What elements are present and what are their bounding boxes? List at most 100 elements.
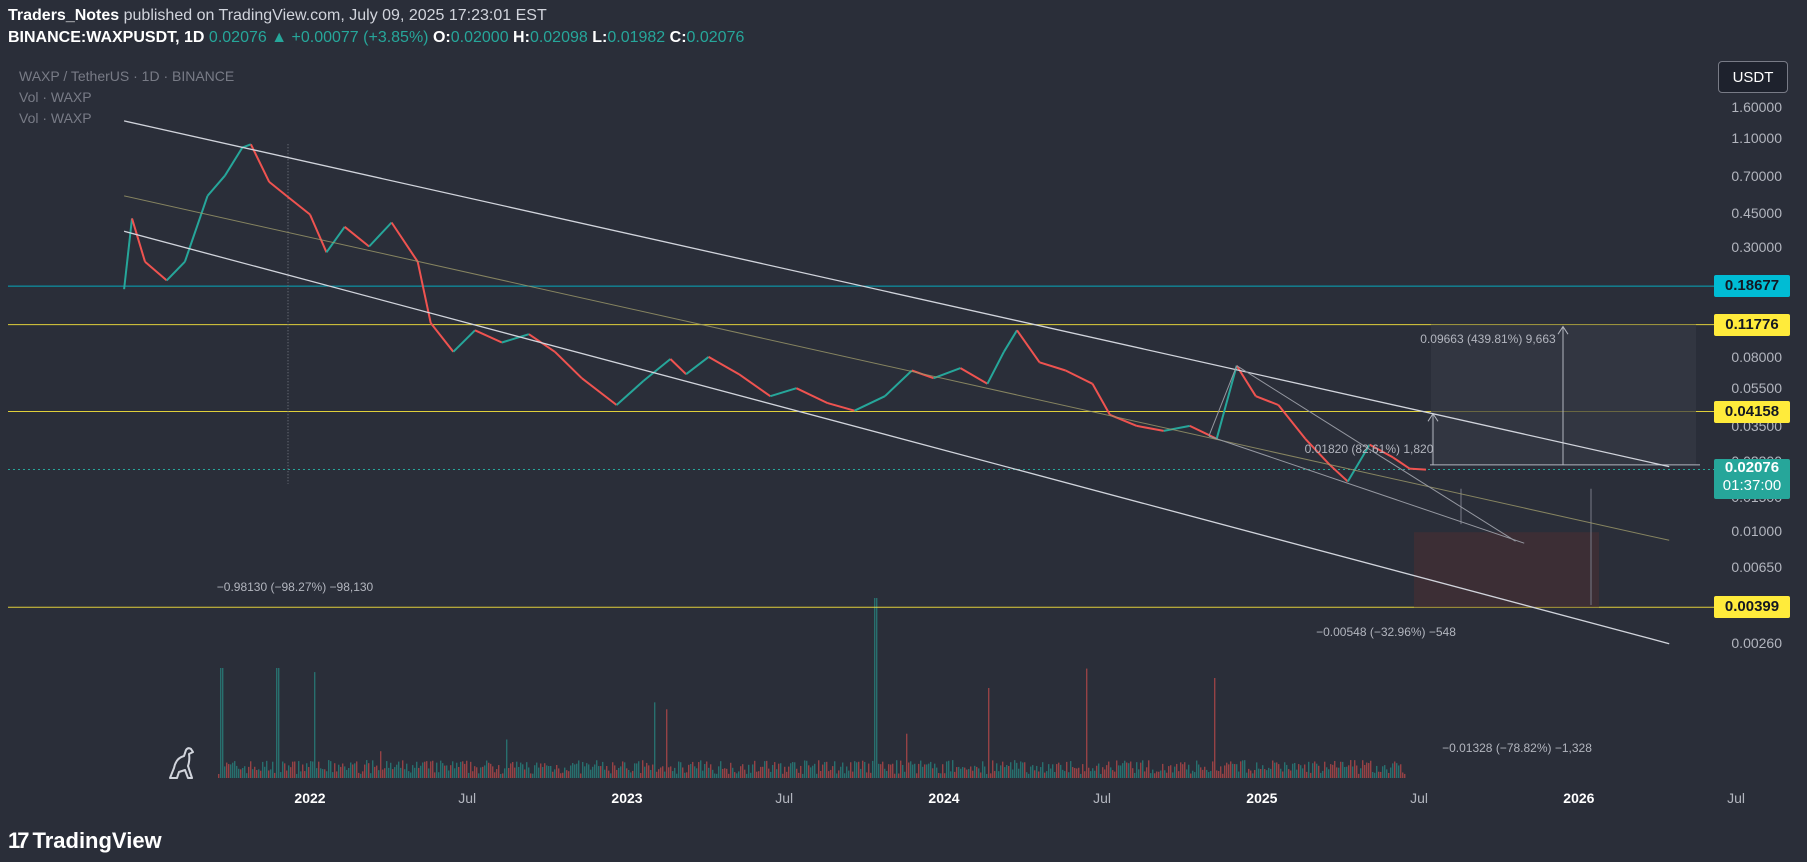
volume-bar — [446, 765, 448, 778]
volume-bar — [1404, 773, 1406, 778]
publish-line: Traders_Notes published on TradingView.c… — [8, 7, 547, 25]
volume-bar — [322, 769, 324, 778]
volume-bar — [788, 766, 790, 778]
volume-bar — [1332, 764, 1334, 778]
volume-bar — [1076, 768, 1078, 778]
volume-bar — [1314, 761, 1316, 778]
volume-bar — [980, 772, 982, 778]
volume-bar — [474, 766, 476, 778]
level-price-tag: 0.11776 — [1714, 313, 1790, 336]
volume-bar — [1164, 770, 1166, 778]
y-tick-label: 0.05500 — [1731, 380, 1782, 397]
volume-bar — [566, 770, 568, 778]
volume-bar — [524, 769, 526, 778]
volume-bar — [306, 763, 308, 778]
volume-bar — [236, 765, 238, 778]
volume-bar — [222, 668, 224, 778]
volume-bar — [404, 769, 406, 778]
volume-bar — [1054, 772, 1056, 778]
volume-bar — [984, 766, 986, 778]
volume-bar — [354, 763, 356, 778]
volume-bar — [1300, 765, 1302, 778]
price-segment — [206, 175, 226, 197]
volume-bar — [294, 761, 296, 778]
volume-bar — [854, 761, 856, 778]
volume-bar — [656, 771, 658, 778]
volume-bar — [988, 688, 990, 778]
volume-bar — [782, 773, 784, 778]
volume-bar — [740, 766, 742, 778]
currency-button[interactable]: USDT — [1718, 61, 1788, 93]
volume-bar — [966, 769, 968, 778]
volume-bar — [308, 767, 310, 778]
volume-bar — [1186, 769, 1188, 778]
volume-bar — [928, 763, 930, 778]
volume-bar — [1008, 766, 1010, 778]
volume-bar — [496, 769, 498, 778]
volume-bar — [1150, 773, 1152, 778]
volume-bar — [1208, 772, 1210, 778]
volume-bar — [356, 761, 358, 778]
volume-bar — [968, 769, 970, 778]
footer-bar — [0, 814, 1807, 862]
volume-bar — [648, 765, 650, 778]
volume-bar — [300, 771, 302, 778]
volume-bar — [604, 769, 606, 778]
volume-bar — [518, 767, 520, 778]
price-segment — [1392, 456, 1411, 470]
volume-bar — [908, 762, 910, 778]
volume-bar — [522, 764, 524, 778]
volume-bar — [1142, 760, 1144, 778]
volume-bar — [414, 767, 416, 778]
price-segment — [1163, 424, 1190, 432]
volume-bar — [642, 760, 644, 778]
volume-bar — [894, 773, 896, 778]
volume-bar — [334, 763, 336, 778]
x-tick-label: Jul — [1410, 790, 1429, 806]
legend-volume-1[interactable]: Vol · WAXP — [19, 89, 92, 105]
volume-bar — [552, 771, 554, 778]
volume-bar — [488, 762, 490, 778]
volume-bar — [250, 761, 252, 778]
volume-bar — [770, 771, 772, 778]
price-segment — [1215, 365, 1238, 440]
volume-bar — [736, 773, 738, 778]
volume-bar — [224, 766, 226, 778]
author-name[interactable]: Traders_Notes — [8, 7, 120, 24]
volume-bar — [274, 772, 276, 778]
volume-bar — [416, 761, 418, 778]
volume-bar — [790, 763, 792, 778]
volume-bar — [1036, 765, 1038, 778]
volume-bar — [302, 764, 304, 778]
volume-bar — [962, 767, 964, 778]
volume-bar — [1318, 765, 1320, 778]
volume-bar — [426, 761, 428, 778]
volume-bar — [422, 762, 424, 778]
volume-bar — [682, 767, 684, 778]
tradingview-logo[interactable]: 17 TradingView — [8, 828, 162, 854]
volume-bar — [744, 769, 746, 778]
volume-bar — [1058, 762, 1060, 778]
y-tick-label: 0.70000 — [1731, 167, 1782, 184]
legend-title[interactable]: WAXP / TetherUS · 1D · BINANCE — [19, 68, 235, 84]
volume-bar — [992, 760, 994, 778]
volume-bar — [986, 773, 988, 778]
volume-bar — [1070, 761, 1072, 778]
price-segment — [1003, 329, 1018, 353]
price-segment — [474, 329, 503, 344]
volume-bar — [1360, 768, 1362, 778]
price-segment — [1189, 424, 1218, 440]
volume-bar — [852, 771, 854, 778]
volume-bar — [820, 770, 822, 778]
last-price-tag: 0.02076 01:37:00 — [1714, 458, 1790, 499]
symbol-label[interactable]: BINANCE:WAXPUSDT, 1D — [8, 29, 205, 46]
volume-bar — [982, 761, 984, 778]
volume-bar — [1390, 767, 1392, 778]
volume-bar — [1124, 760, 1126, 778]
legend-volume-2[interactable]: Vol · WAXP — [19, 110, 92, 126]
volume-bar — [724, 768, 726, 778]
volume-bar — [1174, 766, 1176, 778]
price-segment — [368, 221, 393, 248]
volume-bar — [1250, 770, 1252, 778]
